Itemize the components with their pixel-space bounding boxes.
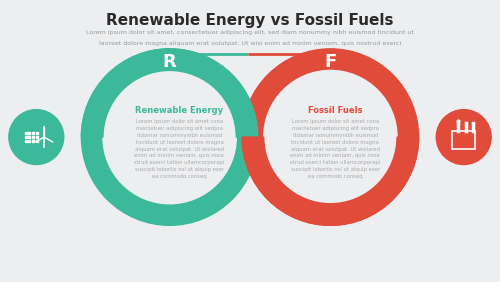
Text: Lorem ipsum dolor sit amet, consectetuer adipiscing elit, sed diam nonummy nibh : Lorem ipsum dolor sit amet, consectetuer… [86, 30, 414, 35]
Circle shape [264, 70, 397, 204]
Circle shape [9, 110, 64, 164]
Circle shape [82, 49, 258, 225]
Text: Renewable Energy: Renewable Energy [136, 106, 224, 115]
Wedge shape [82, 49, 258, 137]
Circle shape [242, 49, 418, 225]
Text: Lorem ipsum dolor sit amet cona
nsectetuer adipiscing elit sedpra
itdamar nonumm: Lorem ipsum dolor sit amet cona nsectetu… [134, 120, 224, 179]
Text: Lorem ipsum dolor sit amet cona
nsectetuer adipiscing elit sedpra
itdamar nonumm: Lorem ipsum dolor sit amet cona nsectetu… [290, 120, 380, 179]
Text: F: F [324, 53, 336, 70]
Circle shape [103, 70, 236, 204]
Wedge shape [242, 137, 418, 225]
Text: Renewable Energy vs Fossil Fuels: Renewable Energy vs Fossil Fuels [106, 13, 394, 28]
Text: laoreet dolore magna aliquam erat volutpat. Ut wisi enim ad minim veniam, quis n: laoreet dolore magna aliquam erat volutp… [99, 41, 401, 46]
Text: Fossil Fuels: Fossil Fuels [308, 106, 362, 115]
Text: R: R [162, 53, 176, 70]
Circle shape [436, 110, 491, 164]
